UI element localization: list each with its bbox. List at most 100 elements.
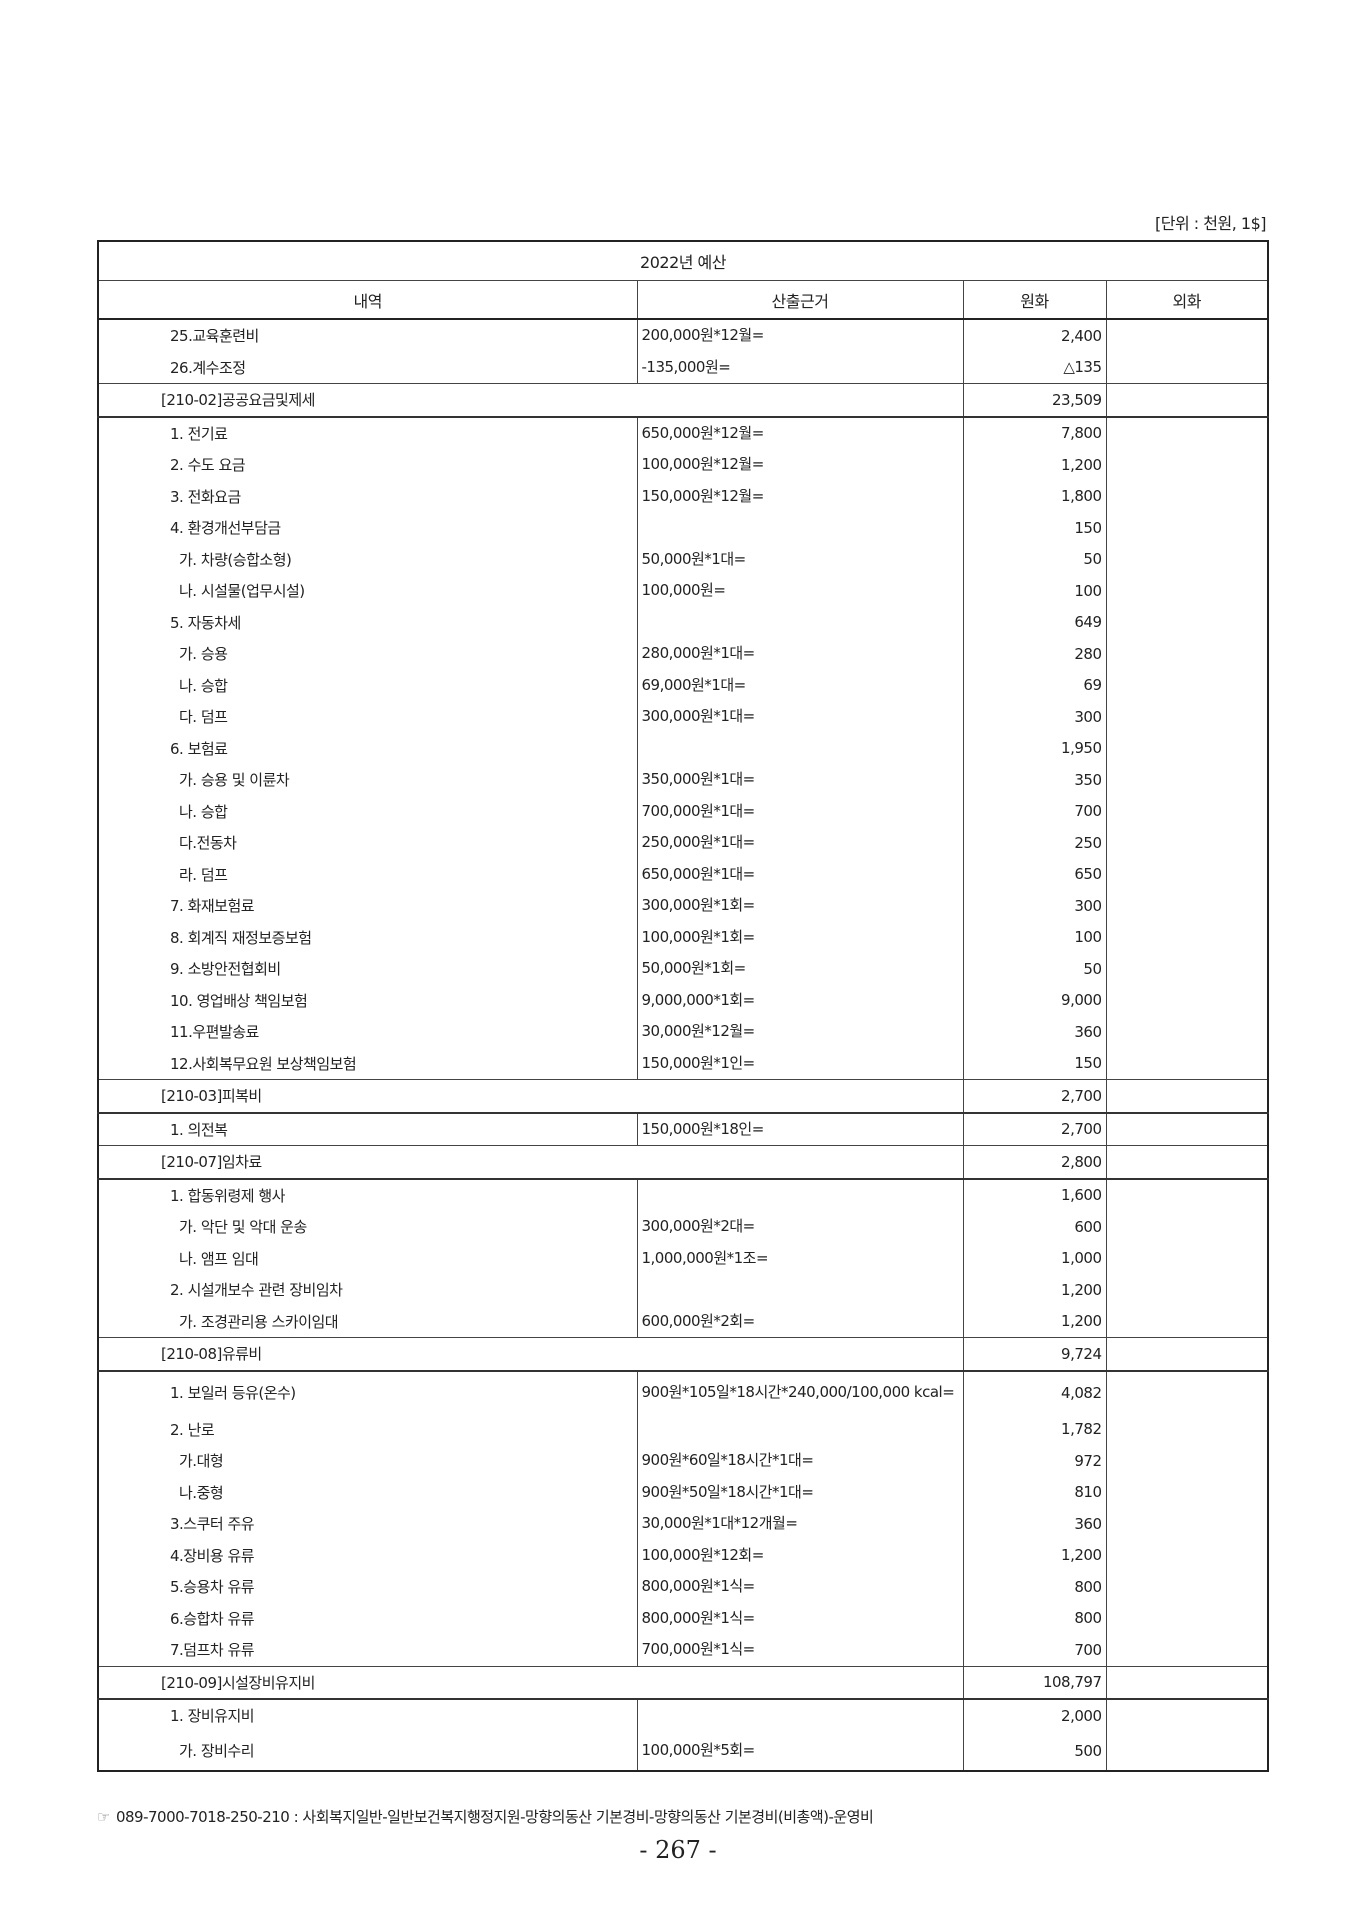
krw-amount: 2,700 bbox=[962, 1079, 1107, 1114]
section-row: [210-08]유류비 9,724 bbox=[97, 1337, 1269, 1372]
foreign-amount bbox=[1105, 858, 1269, 890]
foreign-amount bbox=[1105, 984, 1269, 1016]
foreign-amount bbox=[1105, 416, 1269, 449]
table-row: 2. 난로 1,782 bbox=[97, 1413, 1269, 1445]
foreign-amount bbox=[1105, 1571, 1269, 1603]
foreign-amount bbox=[1105, 1445, 1269, 1477]
calculation-basis: 150,000원*12월= bbox=[636, 480, 964, 512]
footer-note: ☞ 089-7000-7018-250-210 : 사회복지일반-일반보건복지행정… bbox=[97, 1806, 874, 1827]
foreign-amount bbox=[1105, 890, 1269, 922]
item-label: 9. 소방안전협회비 bbox=[97, 953, 638, 985]
table-row: 9. 소방안전협회비 50,000원*1회= 50 bbox=[97, 953, 1269, 985]
foreign-amount bbox=[1105, 1370, 1269, 1414]
table-row: 5.승용차 유류 800,000원*1식= 800 bbox=[97, 1571, 1269, 1603]
item-label: 5.승용차 유류 bbox=[97, 1571, 638, 1603]
item-label: 3. 전화요금 bbox=[97, 480, 638, 512]
krw-amount: 108,797 bbox=[962, 1665, 1107, 1700]
item-label: 1. 장비유지비 bbox=[97, 1699, 638, 1732]
krw-amount: 300 bbox=[962, 890, 1107, 922]
foreign-amount bbox=[1105, 1211, 1269, 1243]
item-label: 라. 덤프 bbox=[97, 858, 638, 890]
krw-amount: 800 bbox=[962, 1602, 1107, 1634]
krw-amount: 810 bbox=[962, 1476, 1107, 1508]
foreign-amount bbox=[1105, 1305, 1269, 1338]
table-row: 11.우편발송료 30,000원*12월= 360 bbox=[97, 1016, 1269, 1048]
foreign-amount bbox=[1105, 1539, 1269, 1571]
krw-amount: 250 bbox=[962, 827, 1107, 859]
table-row: 1. 장비유지비 2,000 bbox=[97, 1699, 1269, 1732]
section-row: [210-03]피복비 2,700 bbox=[97, 1079, 1269, 1114]
section-row: [210-07]임차료 2,800 bbox=[97, 1145, 1269, 1180]
krw-amount: 1,200 bbox=[962, 1274, 1107, 1306]
item-label: 25.교육훈련비 bbox=[97, 319, 638, 352]
calculation-basis: 600,000원*2회= bbox=[636, 1305, 964, 1338]
table-row: 3. 전화요금 150,000원*12월= 1,800 bbox=[97, 480, 1269, 512]
foreign-amount bbox=[1105, 1731, 1269, 1771]
krw-amount: 1,000 bbox=[962, 1242, 1107, 1274]
foreign-amount bbox=[1105, 1112, 1269, 1146]
table-row: 1. 의전복 150,000원*18인= 2,700 bbox=[97, 1112, 1269, 1146]
foreign-amount bbox=[1105, 1602, 1269, 1634]
table-row: 라. 덤프 650,000원*1대= 650 bbox=[97, 858, 1269, 890]
krw-amount: 2,700 bbox=[962, 1112, 1107, 1146]
item-label: 가. 장비수리 bbox=[97, 1731, 638, 1771]
item-label: 나. 시설물(업무시설) bbox=[97, 575, 638, 607]
foreign-amount bbox=[1105, 1242, 1269, 1274]
krw-amount: 1,200 bbox=[962, 1305, 1107, 1338]
calculation-basis: 900원*105일*18시간*240,000/100,000 kcal= bbox=[636, 1370, 964, 1414]
table-row: 7. 화재보험료 300,000원*1회= 300 bbox=[97, 890, 1269, 922]
item-label: 가. 악단 및 악대 운송 bbox=[97, 1211, 638, 1243]
calculation-basis bbox=[636, 1178, 964, 1211]
table-row: 6.승합차 유류 800,000원*1식= 800 bbox=[97, 1602, 1269, 1634]
calculation-basis: 100,000원*12월= bbox=[636, 449, 964, 481]
item-label: 6.승합차 유류 bbox=[97, 1602, 638, 1634]
krw-amount: 350 bbox=[962, 764, 1107, 796]
krw-amount: 50 bbox=[962, 543, 1107, 575]
foreign-amount bbox=[1105, 606, 1269, 638]
table-row: 가. 장비수리 100,000원*5회= 500 bbox=[97, 1731, 1269, 1771]
table-row: 가. 승용 280,000원*1대= 280 bbox=[97, 638, 1269, 670]
krw-amount: 69 bbox=[962, 669, 1107, 701]
foreign-amount bbox=[1105, 1047, 1269, 1080]
krw-amount: 649 bbox=[962, 606, 1107, 638]
calculation-basis bbox=[636, 1274, 964, 1306]
calculation-basis: 30,000원*1대*12개월= bbox=[636, 1508, 964, 1540]
foreign-amount bbox=[1105, 795, 1269, 827]
calculation-basis: 150,000원*1인= bbox=[636, 1047, 964, 1080]
foreign-amount bbox=[1105, 1178, 1269, 1211]
item-label: 1. 보일러 등유(온수) bbox=[97, 1370, 638, 1414]
item-label: 가. 승용 및 이륜차 bbox=[97, 764, 638, 796]
item-label: 5. 자동차세 bbox=[97, 606, 638, 638]
foreign-amount bbox=[1105, 575, 1269, 607]
item-label: 8. 회계직 재정보증보험 bbox=[97, 921, 638, 953]
item-label: 4. 환경개선부담금 bbox=[97, 512, 638, 544]
foreign-amount bbox=[1105, 383, 1269, 418]
krw-amount: 300 bbox=[962, 701, 1107, 733]
section-label: [210-02]공공요금및제세 bbox=[97, 383, 964, 418]
calculation-basis: 800,000원*1식= bbox=[636, 1571, 964, 1603]
calculation-basis: 100,000원*12회= bbox=[636, 1539, 964, 1571]
krw-amount: 1,200 bbox=[962, 449, 1107, 481]
foreign-amount bbox=[1105, 1413, 1269, 1445]
krw-amount: 360 bbox=[962, 1508, 1107, 1540]
item-label: 나.중형 bbox=[97, 1476, 638, 1508]
calculation-basis: 69,000원*1대= bbox=[636, 669, 964, 701]
krw-amount: △135 bbox=[962, 351, 1107, 384]
item-label: 다.전동차 bbox=[97, 827, 638, 859]
krw-amount: 280 bbox=[962, 638, 1107, 670]
foreign-amount bbox=[1105, 669, 1269, 701]
table-title-row: 2022년 예산 bbox=[97, 241, 1269, 281]
krw-amount: 50 bbox=[962, 953, 1107, 985]
item-label: 4.장비용 유류 bbox=[97, 1539, 638, 1571]
item-label: 3.스쿠터 주유 bbox=[97, 1508, 638, 1540]
table-row: 1. 보일러 등유(온수) 900원*105일*18시간*240,000/100… bbox=[97, 1370, 1269, 1414]
krw-amount: 1,782 bbox=[962, 1413, 1107, 1445]
header-foreign: 외화 bbox=[1105, 280, 1269, 320]
table-title: 2022년 예산 bbox=[97, 241, 1269, 281]
krw-amount: 4,082 bbox=[962, 1370, 1107, 1414]
krw-amount: 2,000 bbox=[962, 1699, 1107, 1732]
item-label: 가. 차량(승합소형) bbox=[97, 543, 638, 575]
item-label: 11.우편발송료 bbox=[97, 1016, 638, 1048]
foreign-amount bbox=[1105, 764, 1269, 796]
calculation-basis bbox=[636, 1413, 964, 1445]
